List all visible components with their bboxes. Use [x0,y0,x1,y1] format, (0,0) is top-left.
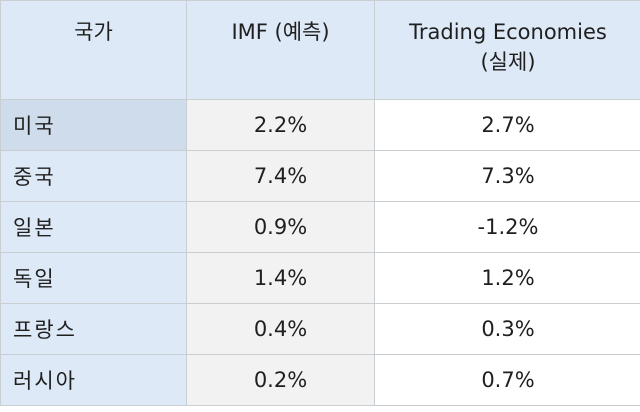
country-cell: 독일 [0,252,187,304]
header-imf-forecast: IMF (예측) [186,0,375,100]
header-row: 국가 IMF (예측) Trading Economies (실제) [0,0,640,100]
actual-value-cell: 2.7% [374,99,640,151]
table-row: 프랑스 0.4% 0.3% [0,303,640,355]
table-header: 국가 IMF (예측) Trading Economies (실제) [0,0,640,100]
country-cell: 러시아 [0,354,187,406]
imf-forecast-cell: 0.4% [186,303,375,355]
table-row: 러시아 0.2% 0.7% [0,354,640,406]
imf-forecast-cell: 1.4% [186,252,375,304]
country-cell: 미국 [0,99,187,151]
table-row: 중국 7.4% 7.3% [0,150,640,202]
actual-value-cell: 0.3% [374,303,640,355]
table-row: 일본 0.9% -1.2% [0,201,640,253]
header-actual: Trading Economies (실제) [374,0,640,100]
table-row: 미국 2.2% 2.7% [0,99,640,151]
imf-forecast-cell: 0.2% [186,354,375,406]
actual-value-cell: 7.3% [374,150,640,202]
header-actual-note: (실제) [480,50,536,74]
header-country: 국가 [0,0,187,100]
header-actual-source: Trading Economies [409,20,607,44]
imf-forecast-cell: 2.2% [186,99,375,151]
actual-value-cell: 1.2% [374,252,640,304]
table-row: 독일 1.4% 1.2% [0,252,640,304]
actual-value-cell: 0.7% [374,354,640,406]
table-body: 미국 2.2% 2.7% 중국 7.4% 7.3% 일본 0.9% -1.2% … [0,99,640,406]
imf-forecast-cell: 7.4% [186,150,375,202]
country-cell: 프랑스 [0,303,187,355]
imf-forecast-cell: 0.9% [186,201,375,253]
country-cell: 일본 [0,201,187,253]
actual-value-cell: -1.2% [374,201,640,253]
country-cell: 중국 [0,150,187,202]
